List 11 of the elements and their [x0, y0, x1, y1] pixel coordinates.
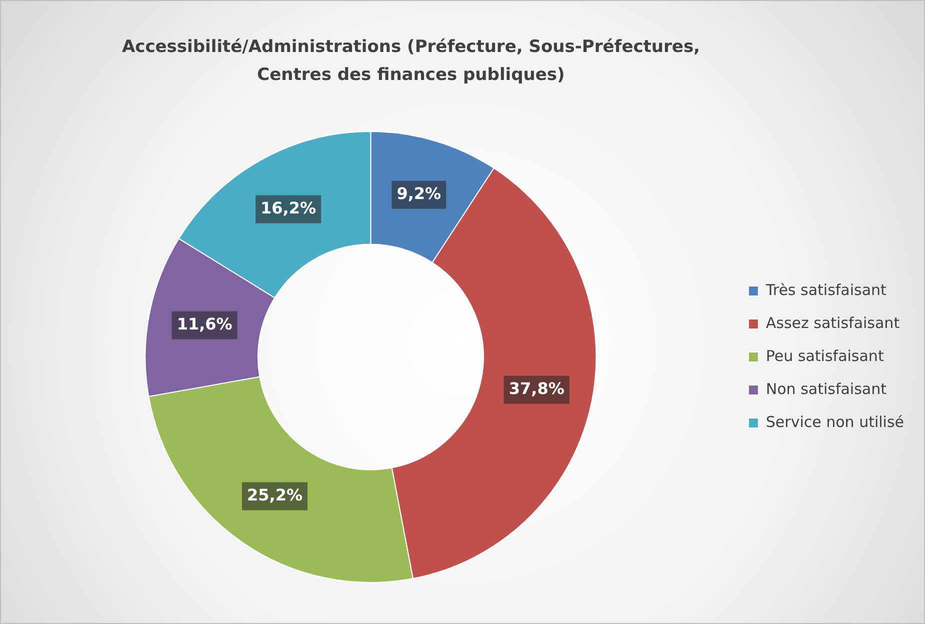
data-label: 9,2% — [396, 184, 442, 204]
data-label: 37,8% — [508, 378, 564, 398]
data-label: 25,2% — [247, 485, 303, 504]
legend-label: Assez satisfaisant — [766, 314, 900, 332]
data-label: 16,2% — [260, 198, 316, 218]
chart-title: Accessibilité/Administrations (Préfecture, Sous-Préfectures, Centres des finances publiques) — [120, 36, 702, 87]
data-label: 11,6% — [176, 314, 232, 334]
legend-label: Non satisfaisant — [766, 380, 887, 398]
legend-label: Très satisfaisant — [764, 280, 887, 299]
legend-label: Peu satisfaisant — [766, 346, 884, 365]
legend-label: Service non utilisé — [766, 412, 904, 431]
